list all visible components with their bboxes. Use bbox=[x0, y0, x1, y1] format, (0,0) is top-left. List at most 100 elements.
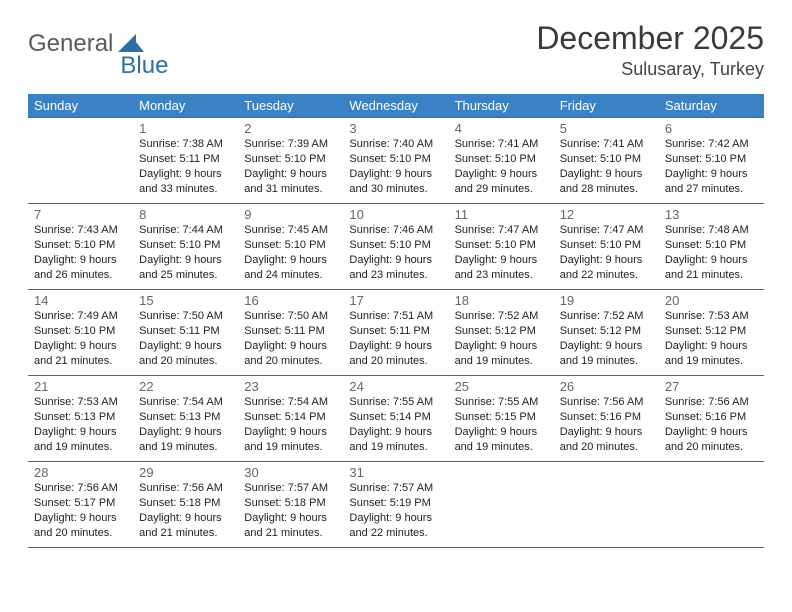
day-number: 10 bbox=[349, 207, 442, 222]
day-details: Sunrise: 7:51 AMSunset: 5:11 PMDaylight:… bbox=[349, 309, 442, 368]
day-number: 6 bbox=[665, 121, 758, 136]
calendar-day-cell: 20Sunrise: 7:53 AMSunset: 5:12 PMDayligh… bbox=[659, 290, 764, 376]
day-number: 28 bbox=[34, 465, 127, 480]
day-number: 13 bbox=[665, 207, 758, 222]
day-number: 18 bbox=[455, 293, 548, 308]
day-details: Sunrise: 7:41 AMSunset: 5:10 PMDaylight:… bbox=[455, 137, 548, 196]
day-number: 23 bbox=[244, 379, 337, 394]
day-details: Sunrise: 7:55 AMSunset: 5:15 PMDaylight:… bbox=[455, 395, 548, 454]
calendar-day-cell: 11Sunrise: 7:47 AMSunset: 5:10 PMDayligh… bbox=[449, 204, 554, 290]
day-number: 3 bbox=[349, 121, 442, 136]
day-header: Thursday bbox=[449, 94, 554, 118]
day-header: Wednesday bbox=[343, 94, 448, 118]
calendar-day-cell: 23Sunrise: 7:54 AMSunset: 5:14 PMDayligh… bbox=[238, 376, 343, 462]
day-details: Sunrise: 7:53 AMSunset: 5:12 PMDaylight:… bbox=[665, 309, 758, 368]
day-details: Sunrise: 7:55 AMSunset: 5:14 PMDaylight:… bbox=[349, 395, 442, 454]
calendar-day-cell: 5Sunrise: 7:41 AMSunset: 5:10 PMDaylight… bbox=[554, 118, 659, 204]
day-details: Sunrise: 7:50 AMSunset: 5:11 PMDaylight:… bbox=[139, 309, 232, 368]
day-number: 2 bbox=[244, 121, 337, 136]
day-details: Sunrise: 7:53 AMSunset: 5:13 PMDaylight:… bbox=[34, 395, 127, 454]
day-details: Sunrise: 7:38 AMSunset: 5:11 PMDaylight:… bbox=[139, 137, 232, 196]
calendar-day-cell: 15Sunrise: 7:50 AMSunset: 5:11 PMDayligh… bbox=[133, 290, 238, 376]
logo: General Blue bbox=[28, 20, 168, 68]
calendar-day-cell: 28Sunrise: 7:56 AMSunset: 5:17 PMDayligh… bbox=[28, 462, 133, 548]
calendar-day-cell: 26Sunrise: 7:56 AMSunset: 5:16 PMDayligh… bbox=[554, 376, 659, 462]
day-number: 31 bbox=[349, 465, 442, 480]
calendar-day-cell: 10Sunrise: 7:46 AMSunset: 5:10 PMDayligh… bbox=[343, 204, 448, 290]
calendar-day-cell: 21Sunrise: 7:53 AMSunset: 5:13 PMDayligh… bbox=[28, 376, 133, 462]
calendar-table: SundayMondayTuesdayWednesdayThursdayFrid… bbox=[28, 94, 764, 548]
calendar-day-cell: 1Sunrise: 7:38 AMSunset: 5:11 PMDaylight… bbox=[133, 118, 238, 204]
calendar-day-cell: 19Sunrise: 7:52 AMSunset: 5:12 PMDayligh… bbox=[554, 290, 659, 376]
day-details: Sunrise: 7:42 AMSunset: 5:10 PMDaylight:… bbox=[665, 137, 758, 196]
day-details: Sunrise: 7:52 AMSunset: 5:12 PMDaylight:… bbox=[560, 309, 653, 368]
day-number: 15 bbox=[139, 293, 232, 308]
day-details: Sunrise: 7:56 AMSunset: 5:16 PMDaylight:… bbox=[560, 395, 653, 454]
day-details: Sunrise: 7:52 AMSunset: 5:12 PMDaylight:… bbox=[455, 309, 548, 368]
day-number: 21 bbox=[34, 379, 127, 394]
calendar-day-cell: 22Sunrise: 7:54 AMSunset: 5:13 PMDayligh… bbox=[133, 376, 238, 462]
day-number: 12 bbox=[560, 207, 653, 222]
calendar-empty-cell bbox=[659, 462, 764, 548]
day-number: 5 bbox=[560, 121, 653, 136]
header: General Blue December 2025 Sulusaray, Tu… bbox=[28, 20, 764, 80]
calendar-day-cell: 14Sunrise: 7:49 AMSunset: 5:10 PMDayligh… bbox=[28, 290, 133, 376]
calendar-day-cell: 13Sunrise: 7:48 AMSunset: 5:10 PMDayligh… bbox=[659, 204, 764, 290]
day-number: 29 bbox=[139, 465, 232, 480]
calendar-day-cell: 24Sunrise: 7:55 AMSunset: 5:14 PMDayligh… bbox=[343, 376, 448, 462]
day-details: Sunrise: 7:45 AMSunset: 5:10 PMDaylight:… bbox=[244, 223, 337, 282]
location: Sulusaray, Turkey bbox=[536, 59, 764, 80]
logo-text-blue: Blue bbox=[120, 52, 168, 80]
calendar-week-row: 28Sunrise: 7:56 AMSunset: 5:17 PMDayligh… bbox=[28, 462, 764, 548]
calendar-day-cell: 25Sunrise: 7:55 AMSunset: 5:15 PMDayligh… bbox=[449, 376, 554, 462]
day-details: Sunrise: 7:56 AMSunset: 5:18 PMDaylight:… bbox=[139, 481, 232, 540]
logo-text-general: General bbox=[28, 30, 113, 58]
day-details: Sunrise: 7:47 AMSunset: 5:10 PMDaylight:… bbox=[455, 223, 548, 282]
calendar-day-cell: 3Sunrise: 7:40 AMSunset: 5:10 PMDaylight… bbox=[343, 118, 448, 204]
day-number: 9 bbox=[244, 207, 337, 222]
day-number: 17 bbox=[349, 293, 442, 308]
calendar-day-cell: 2Sunrise: 7:39 AMSunset: 5:10 PMDaylight… bbox=[238, 118, 343, 204]
day-number: 4 bbox=[455, 121, 548, 136]
day-details: Sunrise: 7:47 AMSunset: 5:10 PMDaylight:… bbox=[560, 223, 653, 282]
day-number: 19 bbox=[560, 293, 653, 308]
day-details: Sunrise: 7:41 AMSunset: 5:10 PMDaylight:… bbox=[560, 137, 653, 196]
calendar-week-row: 14Sunrise: 7:49 AMSunset: 5:10 PMDayligh… bbox=[28, 290, 764, 376]
calendar-day-cell: 29Sunrise: 7:56 AMSunset: 5:18 PMDayligh… bbox=[133, 462, 238, 548]
day-details: Sunrise: 7:57 AMSunset: 5:18 PMDaylight:… bbox=[244, 481, 337, 540]
day-number: 7 bbox=[34, 207, 127, 222]
day-number: 26 bbox=[560, 379, 653, 394]
day-details: Sunrise: 7:57 AMSunset: 5:19 PMDaylight:… bbox=[349, 481, 442, 540]
calendar-day-cell: 4Sunrise: 7:41 AMSunset: 5:10 PMDaylight… bbox=[449, 118, 554, 204]
day-number: 27 bbox=[665, 379, 758, 394]
calendar-week-row: 21Sunrise: 7:53 AMSunset: 5:13 PMDayligh… bbox=[28, 376, 764, 462]
calendar-day-cell: 31Sunrise: 7:57 AMSunset: 5:19 PMDayligh… bbox=[343, 462, 448, 548]
day-details: Sunrise: 7:49 AMSunset: 5:10 PMDaylight:… bbox=[34, 309, 127, 368]
calendar-empty-cell bbox=[28, 118, 133, 204]
calendar-day-cell: 30Sunrise: 7:57 AMSunset: 5:18 PMDayligh… bbox=[238, 462, 343, 548]
calendar-day-cell: 17Sunrise: 7:51 AMSunset: 5:11 PMDayligh… bbox=[343, 290, 448, 376]
day-number: 8 bbox=[139, 207, 232, 222]
calendar-day-cell: 8Sunrise: 7:44 AMSunset: 5:10 PMDaylight… bbox=[133, 204, 238, 290]
day-details: Sunrise: 7:54 AMSunset: 5:14 PMDaylight:… bbox=[244, 395, 337, 454]
day-number: 16 bbox=[244, 293, 337, 308]
calendar-empty-cell bbox=[554, 462, 659, 548]
day-header: Saturday bbox=[659, 94, 764, 118]
day-number: 1 bbox=[139, 121, 232, 136]
day-header: Monday bbox=[133, 94, 238, 118]
day-number: 24 bbox=[349, 379, 442, 394]
calendar-day-cell: 7Sunrise: 7:43 AMSunset: 5:10 PMDaylight… bbox=[28, 204, 133, 290]
day-details: Sunrise: 7:56 AMSunset: 5:17 PMDaylight:… bbox=[34, 481, 127, 540]
calendar-head: SundayMondayTuesdayWednesdayThursdayFrid… bbox=[28, 94, 764, 118]
calendar-week-row: 1Sunrise: 7:38 AMSunset: 5:11 PMDaylight… bbox=[28, 118, 764, 204]
day-details: Sunrise: 7:44 AMSunset: 5:10 PMDaylight:… bbox=[139, 223, 232, 282]
day-number: 14 bbox=[34, 293, 127, 308]
day-number: 30 bbox=[244, 465, 337, 480]
day-header: Friday bbox=[554, 94, 659, 118]
day-header: Sunday bbox=[28, 94, 133, 118]
day-details: Sunrise: 7:43 AMSunset: 5:10 PMDaylight:… bbox=[34, 223, 127, 282]
day-number: 22 bbox=[139, 379, 232, 394]
day-details: Sunrise: 7:48 AMSunset: 5:10 PMDaylight:… bbox=[665, 223, 758, 282]
calendar-day-cell: 6Sunrise: 7:42 AMSunset: 5:10 PMDaylight… bbox=[659, 118, 764, 204]
day-details: Sunrise: 7:56 AMSunset: 5:16 PMDaylight:… bbox=[665, 395, 758, 454]
